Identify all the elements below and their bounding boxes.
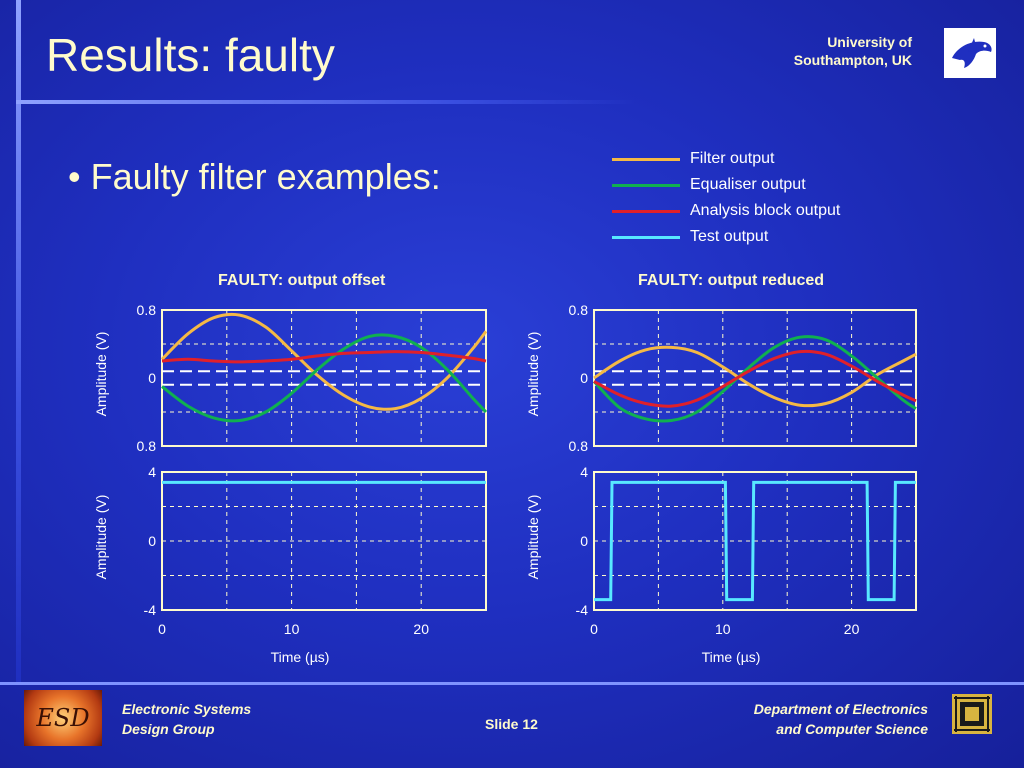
frame-top-rule	[16, 100, 636, 104]
x-tick-label: 10	[284, 621, 300, 637]
y-tick-label: 0.8	[569, 302, 589, 318]
slide-number: Slide 12	[485, 716, 538, 732]
frame-left-rule	[16, 0, 21, 682]
x-tick-label: 20	[844, 621, 860, 637]
y-tick-label: 4	[580, 464, 588, 480]
y-axis-label: Amplitude (V)	[93, 495, 109, 580]
x-tick-label: 0	[158, 621, 166, 637]
series-line-equaliser-output	[592, 335, 917, 423]
x-axis-label: Time (µs)	[702, 649, 761, 665]
legend-label: Test output	[690, 228, 769, 245]
slide-title: Results: faulty	[46, 29, 335, 81]
x-axis-label: Time (µs)	[271, 649, 330, 665]
x-tick-label: 20	[413, 621, 429, 637]
chart-title-offset: FAULTY: output offset	[218, 272, 386, 289]
legend-item: Equaliser output	[612, 172, 840, 198]
series-line-analysis-block-output	[161, 350, 487, 364]
footer-department-line-2: and Computer Science	[776, 721, 928, 737]
series-line-filter-output	[593, 345, 917, 408]
legend-item: Test output	[612, 224, 840, 250]
x-tick-label: 10	[715, 621, 731, 637]
chart-title-reduced: FAULTY: output reduced	[638, 272, 825, 289]
university-name: University of Southampton, UK	[794, 33, 912, 69]
x-tick-label: 0	[590, 621, 598, 637]
legend-swatch	[612, 209, 680, 213]
plot-frame	[593, 471, 917, 611]
legend-label: Equaliser output	[690, 176, 806, 193]
footer-group-line-1: Electronic Systems	[122, 701, 252, 717]
y-tick-label: 0.8	[137, 438, 157, 454]
plot-frame	[593, 309, 917, 447]
series-line-analysis-block-output	[593, 349, 917, 408]
dolphin-logo-icon	[944, 28, 996, 78]
legend: Filter output Equaliser output Analysis …	[612, 146, 840, 250]
series-line-filter-output	[160, 312, 488, 411]
legend-item: Analysis block output	[612, 198, 840, 224]
legend-label: Analysis block output	[690, 202, 841, 219]
chip-icon	[950, 692, 994, 736]
y-tick-label: 0	[580, 533, 588, 549]
legend-swatch	[612, 235, 680, 239]
y-tick-label: 4	[148, 464, 156, 480]
legend-swatch	[612, 157, 680, 161]
footer-group-name: Electronic Systems Design Group	[122, 699, 251, 739]
y-tick-label: 0.8	[137, 302, 157, 318]
footer-department: Department of Electronics and Computer S…	[754, 699, 928, 739]
plot-frame	[161, 309, 487, 447]
y-tick-label: 0	[148, 370, 156, 386]
footer-department-line-1: Department of Electronics	[753, 701, 928, 717]
legend-swatch	[612, 183, 680, 187]
y-tick-label: 0	[148, 533, 156, 549]
university-line-1: University of	[827, 34, 912, 50]
y-axis-label: Amplitude (V)	[93, 332, 109, 417]
y-axis-label: Amplitude (V)	[525, 332, 541, 417]
legend-item: Filter output	[612, 146, 840, 172]
y-tick-label: 0	[580, 370, 588, 386]
footer-group-line-2: Design Group	[122, 721, 215, 737]
y-axis-label: Amplitude (V)	[525, 495, 541, 580]
y-tick-label: -4	[144, 602, 157, 618]
esd-logo-text: ESD	[36, 704, 90, 732]
y-tick-label: -4	[576, 602, 589, 618]
series-line-test-output	[594, 480, 916, 602]
frame-bottom-rule	[0, 682, 1024, 685]
bullet-text: • Faulty filter examples:	[68, 156, 441, 197]
series-line-equaliser-output	[161, 333, 488, 423]
esd-logo: ESD	[24, 690, 102, 746]
y-tick-label: 0.8	[569, 438, 589, 454]
university-line-2: Southampton, UK	[793, 52, 912, 68]
legend-label: Filter output	[690, 150, 775, 167]
plot-frame	[161, 471, 487, 611]
